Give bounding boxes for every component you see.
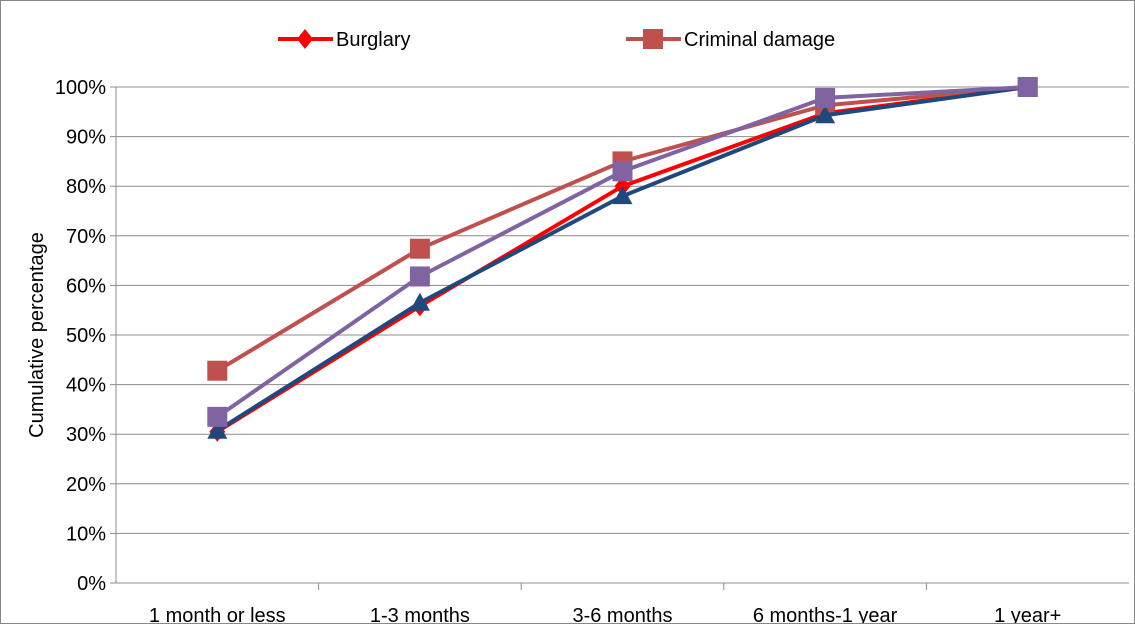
point: [815, 87, 836, 108]
point: [207, 360, 228, 381]
y-tick-label: 30%: [66, 424, 106, 446]
legend-label: Criminal damage: [684, 29, 835, 51]
y-tick-labels: 0% 10% 20% 30% 40% 50% 60% 70% 80% 90% 100%: [55, 77, 106, 595]
point: [409, 266, 430, 287]
series-line: [216, 85, 1028, 373]
x-tick-label: 1 month or less: [149, 605, 286, 623]
legend-item: Burglary: [278, 29, 410, 51]
series: [207, 77, 1038, 427]
series-line: [216, 85, 1028, 433]
y-tick-label: 90%: [66, 127, 106, 149]
y-tick-label: 20%: [66, 474, 106, 496]
point: [612, 186, 633, 205]
point: [409, 292, 430, 311]
point: [1017, 77, 1038, 97]
y-tick-label: 100%: [55, 77, 106, 99]
point: [815, 105, 836, 124]
point: [612, 161, 633, 182]
y-axis-label: Cumulative percentage: [26, 232, 48, 438]
y-tick-label: 40%: [66, 375, 106, 397]
x-tick-labels: 1 month or less 1-3 months 3-6 months 6 mon…: [149, 605, 1061, 627]
point: [409, 238, 430, 259]
series-group: [207, 77, 1038, 442]
legend: Burglary Criminal damage: [278, 29, 835, 51]
point: [207, 406, 228, 427]
series: [209, 77, 1036, 442]
y-tick-label: 80%: [66, 176, 106, 198]
y-tick-label: 50%: [66, 325, 106, 347]
y-tick-label: 10%: [66, 523, 106, 545]
point: [297, 29, 313, 49]
legend-item: Criminal damage: [626, 29, 835, 51]
legend-label: Burglary: [336, 29, 410, 51]
gridlines: [110, 86, 1129, 584]
x-tick-label: 3-6 months: [572, 605, 672, 623]
y-tick-label: 60%: [66, 275, 106, 297]
x-tick-label: 1-3 months: [370, 605, 470, 623]
x-tick-label: 6 months-1 year: [753, 605, 898, 623]
point: [207, 420, 228, 439]
axes: [115, 87, 1129, 590]
x-tick-label: 1 year+: [994, 605, 1061, 623]
series-line: [216, 85, 1028, 434]
point: [643, 29, 663, 49]
y-tick-label: 0%: [77, 573, 106, 595]
y-tick-label: 70%: [66, 226, 106, 248]
